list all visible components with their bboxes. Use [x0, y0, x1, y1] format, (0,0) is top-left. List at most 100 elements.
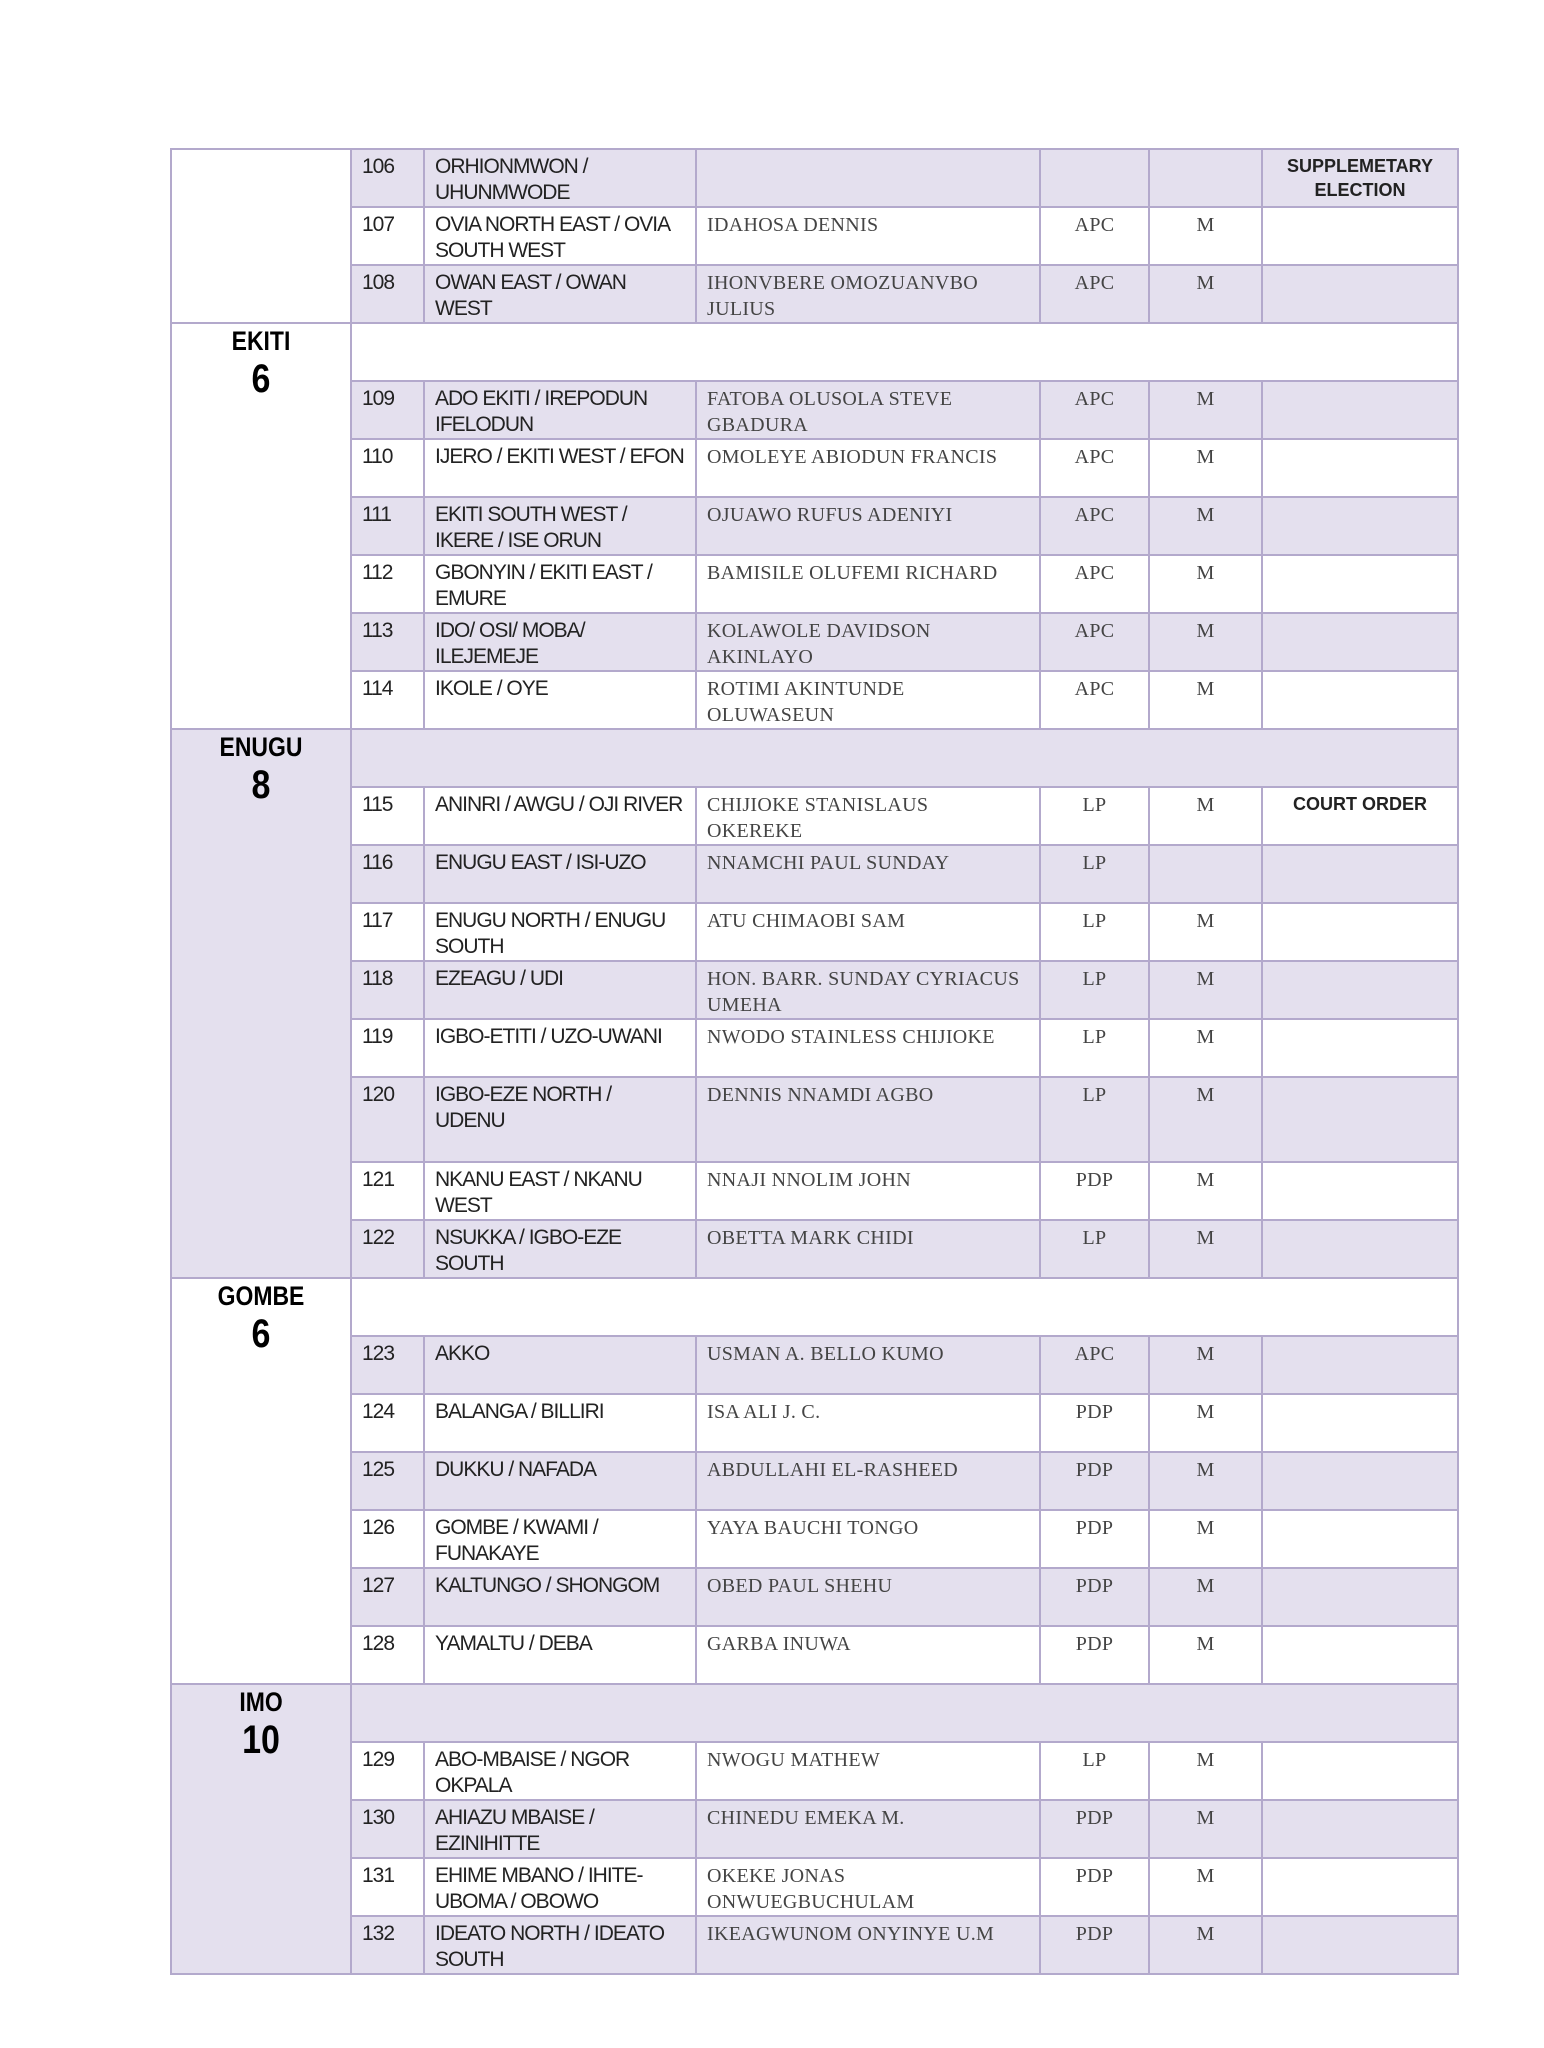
gender-cell: M: [1148, 786, 1263, 846]
remark-cell: [1261, 1393, 1459, 1453]
gender-cell: M: [1148, 1076, 1263, 1163]
member-name-cell: [695, 148, 1041, 208]
constituency-number-cell: 112: [350, 554, 425, 614]
remark-cell: [1261, 1741, 1459, 1801]
member-name-cell: HON. BARR. SUNDAY CYRIACUS UMEHA: [695, 960, 1041, 1020]
table-row: 119 IGBO-ETITI / UZO-UWANI NWODO STAINLESS…: [171, 1018, 1459, 1078]
gender-cell: M: [1148, 206, 1263, 266]
member-name-cell: OMOLEYE ABIODUN FRANCIS: [695, 438, 1041, 498]
member-name-cell: ATU CHIMAOBI SAM: [695, 902, 1041, 962]
member-name-cell: NWOGU MATHEW: [695, 1741, 1041, 1801]
gender-cell: M: [1148, 1799, 1263, 1859]
state-header-blank: [350, 1683, 1459, 1743]
party-cell: PDP: [1039, 1799, 1150, 1859]
gender-cell: M: [1148, 960, 1263, 1020]
table-row: 110 IJERO / EKITI WEST / EFON OMOLEYE ABIO…: [171, 438, 1459, 498]
table-row: 122 NSUKKA / IGBO-EZE SOUTH OBETTA MARK CH…: [171, 1219, 1459, 1279]
constituency-name-cell: ADO EKITI / IREPODUN IFELODUN: [423, 380, 697, 440]
member-name-cell: GARBA INUWA: [695, 1625, 1041, 1685]
remark-cell: [1261, 496, 1459, 556]
gender-cell: M: [1148, 612, 1263, 672]
state-cell: ENUGU 8: [170, 728, 352, 1279]
member-name-cell: FATOBA OLUSOLA STEVE GBADURA: [695, 380, 1041, 440]
party-cell: APC: [1039, 554, 1150, 614]
party-cell: APC: [1039, 438, 1150, 498]
gender-cell: M: [1148, 496, 1263, 556]
gender-cell: M: [1148, 1857, 1263, 1917]
constituency-number-cell: 128: [350, 1625, 425, 1685]
member-name-cell: BAMISILE OLUFEMI RICHARD: [695, 554, 1041, 614]
member-name-cell: OBED PAUL SHEHU: [695, 1567, 1041, 1627]
constituency-number-cell: 116: [350, 844, 425, 904]
state-name: EKITI: [231, 326, 291, 356]
member-name-cell: OKEKE JONAS ONWUEGBUCHULAM: [695, 1857, 1041, 1917]
table-row: 113 IDO/ OSI/ MOBA/ ILEJEMEJE KOLAWOLE DAV…: [171, 612, 1459, 672]
constituency-number-cell: 122: [350, 1219, 425, 1279]
party-cell: LP: [1039, 1018, 1150, 1078]
constituency-name-cell: AHIAZU MBAISE / EZINIHITTE: [423, 1799, 697, 1859]
constituency-name-cell: IGBO-ETITI / UZO-UWANI: [423, 1018, 697, 1078]
remark-cell: [1261, 1625, 1459, 1685]
remark-cell: [1261, 380, 1459, 440]
gender-cell: [1148, 148, 1263, 208]
party-cell: APC: [1039, 206, 1150, 266]
party-cell: LP: [1039, 902, 1150, 962]
table-row: 128 YAMALTU / DEBA GARBA INUWA PDP M: [171, 1625, 1459, 1685]
remark-cell: [1261, 902, 1459, 962]
member-name-cell: ROTIMI AKINTUNDE OLUWASEUN: [695, 670, 1041, 730]
member-name-cell: OBETTA MARK CHIDI: [695, 1219, 1041, 1279]
constituency-name-cell: ORHIONMWON / UHUNMWODE: [423, 148, 697, 208]
table-row: 121 NKANU EAST / NKANU WEST NNAJI NNOLIM J…: [171, 1161, 1459, 1221]
member-name-cell: NNAMCHI PAUL SUNDAY: [695, 844, 1041, 904]
constituency-number-cell: 130: [350, 1799, 425, 1859]
remark-cell: [1261, 1219, 1459, 1279]
gender-cell: M: [1148, 1509, 1263, 1569]
constituency-name-cell: DUKKU / NAFADA: [423, 1451, 697, 1511]
party-cell: APC: [1039, 612, 1150, 672]
constituency-number-cell: 117: [350, 902, 425, 962]
constituency-name-cell: IGBO-EZE NORTH / UDENU: [423, 1076, 697, 1163]
state-name: ENUGU: [219, 732, 303, 762]
constituency-number-cell: 126: [350, 1509, 425, 1569]
gender-cell: M: [1148, 1741, 1263, 1801]
table-row: 132 IDEATO NORTH / IDEATO SOUTH IKEAGWUNOM…: [171, 1915, 1459, 1975]
state-header-row: IMO 10: [170, 1683, 1459, 1975]
remark-cell: [1261, 1915, 1459, 1975]
table-row: 116 ENUGU EAST / ISI-UZO NNAMCHI PAUL SUND…: [171, 844, 1459, 904]
state-header-blank: [350, 728, 1459, 788]
constituency-name-cell: YAMALTU / DEBA: [423, 1625, 697, 1685]
member-name-cell: ABDULLAHI EL-RASHEED: [695, 1451, 1041, 1511]
constituency-name-cell: AKKO: [423, 1335, 697, 1395]
constituency-name-cell: EHIME MBANO / IHITE-UBOMA / OBOWO: [423, 1857, 697, 1917]
party-cell: APC: [1039, 496, 1150, 556]
constituency-number-cell: 111: [350, 496, 425, 556]
constituency-name-cell: EKITI SOUTH WEST / IKERE / ISE ORUN: [423, 496, 697, 556]
state-header-blank: [350, 322, 1459, 382]
constituency-name-cell: OWAN EAST / OWAN WEST: [423, 264, 697, 324]
gender-cell: M: [1148, 902, 1263, 962]
constituency-name-cell: IJERO / EKITI WEST / EFON: [423, 438, 697, 498]
remark-cell: [1261, 1335, 1459, 1395]
table-row: 127 KALTUNGO / SHONGOM OBED PAUL SHEHU PDP M: [171, 1567, 1459, 1627]
gender-cell: M: [1148, 1451, 1263, 1511]
state-header-row: ENUGU 8: [170, 728, 1459, 1279]
gender-cell: [1148, 844, 1263, 904]
gender-cell: M: [1148, 1018, 1263, 1078]
constituency-number-cell: 118: [350, 960, 425, 1020]
table-row: 108 OWAN EAST / OWAN WEST IHONVBERE OMOZUA…: [171, 264, 1459, 324]
state-header-row: EKITI 6: [170, 322, 1459, 730]
constituency-number-cell: 113: [350, 612, 425, 672]
gender-cell: M: [1148, 554, 1263, 614]
gender-cell: M: [1148, 670, 1263, 730]
constituency-number-cell: 108: [350, 264, 425, 324]
party-cell: PDP: [1039, 1161, 1150, 1221]
remark-cell: [1261, 1799, 1459, 1859]
remark-cell: [1261, 844, 1459, 904]
gender-cell: M: [1148, 438, 1263, 498]
remark-cell: [1261, 206, 1459, 266]
state-cell: GOMBE 6: [170, 1277, 352, 1685]
constituency-name-cell: OVIA NORTH EAST / OVIA SOUTH WEST: [423, 206, 697, 266]
table-row: 111 EKITI SOUTH WEST / IKERE / ISE ORUN OJ…: [171, 496, 1459, 556]
constituency-name-cell: ENUGU NORTH / ENUGU SOUTH: [423, 902, 697, 962]
remark-cell: [1261, 1509, 1459, 1569]
